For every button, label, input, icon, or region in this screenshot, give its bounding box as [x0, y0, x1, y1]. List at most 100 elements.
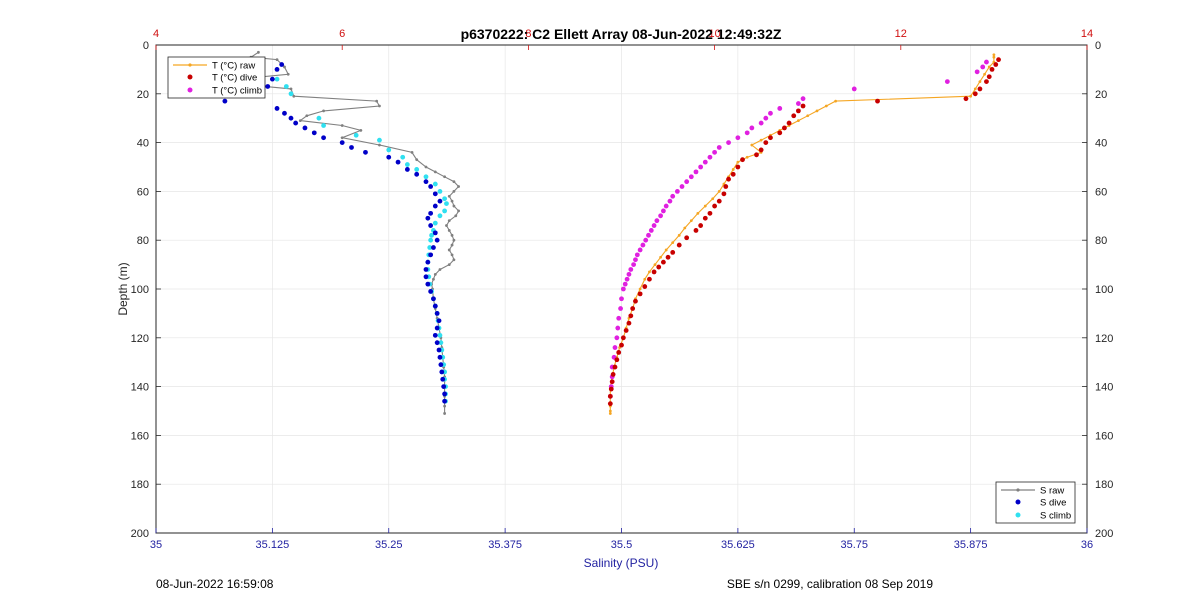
point-s-dive	[434, 340, 440, 346]
point-s-raw	[275, 58, 279, 62]
point-t-c-climb	[777, 106, 783, 111]
x-tick-label-bottom: 35.875	[954, 539, 988, 551]
point-t-c-dive	[647, 276, 652, 282]
x-tick-label-bottom: 35	[150, 539, 162, 551]
point-t-c-climb	[637, 247, 643, 253]
point-t-c-raw	[759, 138, 763, 142]
point-s-raw	[447, 248, 451, 252]
point-s-dive	[269, 76, 275, 82]
point-t-c-climb	[620, 286, 626, 292]
point-t-c-dive	[758, 147, 764, 153]
point-s-raw	[452, 204, 456, 208]
point-s-dive	[425, 259, 431, 265]
point-s-dive	[414, 171, 420, 177]
point-s-raw	[298, 119, 302, 123]
point-t-c-climb	[631, 262, 637, 267]
point-s-dive	[274, 67, 280, 72]
y-tick-label-left: 80	[137, 235, 149, 247]
point-s-dive	[386, 154, 392, 160]
point-t-c-raw	[677, 233, 681, 237]
y-tick-label-right: 80	[1095, 235, 1107, 247]
point-t-c-raw	[659, 255, 663, 259]
point-t-c-raw	[824, 104, 828, 108]
point-t-c-dive	[651, 269, 657, 275]
point-t-c-raw	[796, 119, 800, 123]
point-s-dive	[437, 354, 443, 360]
point-t-c-dive	[614, 357, 620, 363]
point-t-c-climb	[684, 179, 690, 185]
point-t-c-raw	[648, 270, 651, 274]
point-s-raw	[457, 209, 460, 213]
legend-t-raw-label: T (°C) raw	[212, 61, 255, 72]
point-s-raw	[454, 214, 458, 218]
point-t-c-climb	[660, 208, 666, 214]
point-s-raw	[447, 194, 451, 198]
point-s-raw	[433, 170, 437, 174]
series-line-s-raw	[211, 51, 460, 414]
point-t-c-climb	[712, 149, 717, 155]
point-s-raw	[450, 243, 454, 247]
point-s-climb	[288, 91, 294, 97]
point-s-raw	[452, 190, 456, 193]
point-t-c-raw	[973, 87, 977, 91]
point-s-dive	[423, 267, 429, 272]
point-t-c-dive	[610, 372, 616, 377]
point-s-raw	[443, 412, 447, 415]
point-s-dive	[428, 184, 434, 189]
point-s-dive	[441, 384, 447, 389]
y-tick-label-left: 60	[137, 186, 149, 198]
x-tick-label-bottom: 35.125	[256, 539, 290, 551]
point-t-c-climb	[944, 79, 950, 84]
point-s-dive	[432, 191, 438, 197]
point-s-raw	[286, 72, 290, 76]
legend-s-climb-label: S climb	[1040, 511, 1071, 522]
point-t-c-raw	[696, 211, 700, 215]
point-s-climb	[437, 213, 443, 219]
point-t-c-dive	[670, 250, 676, 255]
y-tick-label-left: 140	[131, 382, 149, 394]
point-s-raw	[433, 272, 437, 276]
point-s-dive	[434, 237, 440, 243]
point-t-c-dive	[628, 313, 634, 319]
point-s-raw	[289, 87, 293, 91]
y-tick-label-left: 180	[131, 479, 149, 491]
point-s-dive	[222, 98, 228, 104]
footer-calibration: SBE s/n 0299, calibration 08 Sep 2019	[727, 577, 933, 591]
point-t-c-dive	[609, 379, 615, 385]
point-t-c-dive	[616, 350, 622, 355]
point-s-dive	[440, 376, 446, 382]
point-t-c-climb	[758, 120, 764, 126]
point-t-c-raw	[745, 155, 749, 159]
y-tick-label-right: 160	[1095, 430, 1113, 442]
point-t-c-dive	[665, 254, 671, 260]
point-s-climb	[377, 137, 382, 143]
point-t-c-dive	[684, 235, 690, 241]
y-tick-label-left: 40	[137, 138, 149, 150]
point-s-climb	[283, 84, 289, 89]
point-s-raw	[452, 180, 456, 184]
point-s-dive	[439, 369, 445, 375]
point-t-c-dive	[754, 152, 759, 158]
y-tick-label-right: 140	[1095, 382, 1113, 394]
point-t-c-climb	[615, 325, 621, 331]
data-marks	[210, 50, 1001, 415]
point-t-c-dive	[676, 242, 682, 248]
point-s-raw	[340, 124, 344, 127]
point-t-c-dive	[620, 335, 626, 341]
legend-t-dive-marker	[187, 74, 193, 80]
point-s-raw	[452, 238, 456, 242]
chart-title: p6370222: C2 Ellett Array 08-Jun-2022 12…	[461, 26, 782, 42]
legend-t-dive-label: T (°C) dive	[212, 73, 257, 84]
point-t-c-climb	[702, 159, 708, 165]
point-t-c-raw	[653, 263, 657, 266]
y-tick-label-left: 20	[137, 89, 149, 101]
point-t-c-climb	[768, 110, 773, 116]
point-t-c-raw	[969, 94, 973, 98]
legend-s-raw-label: S raw	[1040, 486, 1064, 497]
point-t-c-climb	[980, 64, 986, 70]
point-t-c-dive	[630, 306, 636, 311]
point-s-raw	[450, 233, 454, 237]
legend-t-raw-marker	[188, 63, 192, 67]
point-t-c-dive	[693, 228, 699, 233]
point-t-c-raw	[638, 287, 642, 291]
